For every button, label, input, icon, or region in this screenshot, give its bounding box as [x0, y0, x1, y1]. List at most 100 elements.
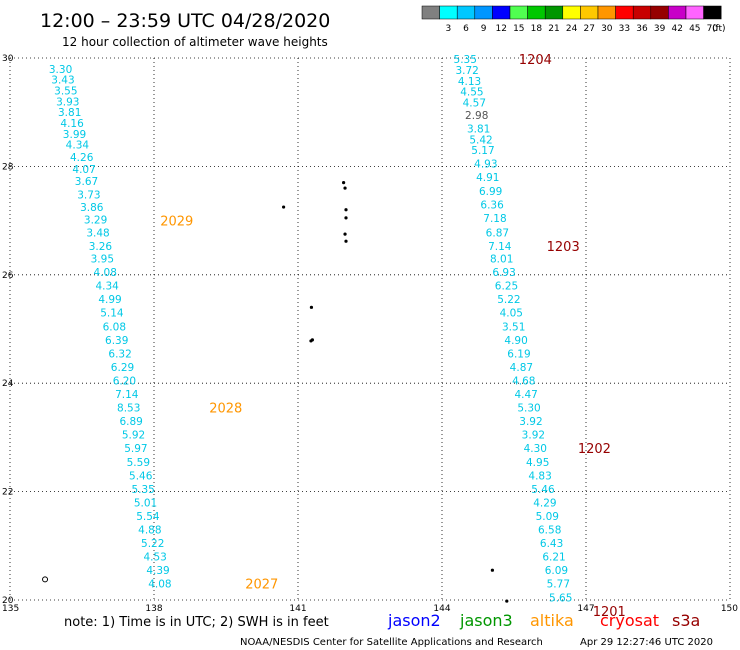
wave-height-value: 5.30	[517, 403, 540, 415]
pass-time-label: 2027	[245, 578, 278, 593]
pass-time-label: 1201	[593, 605, 626, 620]
wave-height-value: 4.34	[66, 140, 90, 152]
wave-height-value: 4.87	[510, 362, 533, 374]
wave-height-value: 7.14	[488, 241, 512, 253]
wave-height-value: 5.97	[124, 443, 147, 455]
wave-height-value: 4.93	[474, 159, 497, 171]
footer-note: note: 1) Time is in UTC; 2) SWH is in fe…	[64, 615, 329, 630]
wave-height-value: 3.95	[91, 254, 114, 266]
wave-height-value: 4.47	[514, 389, 537, 401]
wave-height-value: 4.99	[98, 294, 121, 306]
wave-height-value: 4.07	[72, 164, 95, 176]
wave-height-value: 4.30	[524, 443, 547, 455]
wave-height-value: 5.42	[469, 134, 492, 146]
x-tick-labels: 135 138 141 144 147 150	[2, 604, 738, 614]
wave-height-value: 5.09	[536, 511, 559, 523]
wave-height-value: 3.51	[502, 321, 525, 333]
legend-swatch	[668, 5, 687, 20]
wave-height-value: 5.35	[131, 484, 154, 496]
land-dot	[344, 208, 348, 212]
x-tick-label: 147	[577, 604, 594, 614]
wave-height-values: 3.303.433.553.933.814.163.994.344.264.07…	[49, 54, 573, 604]
wave-height-value: 3.92	[522, 430, 545, 442]
legend-swatch	[562, 5, 581, 20]
wave-height-value: 4.83	[528, 470, 551, 482]
wave-height-value: 3.48	[86, 228, 109, 240]
wave-height-value: 5.54	[136, 511, 160, 523]
legend-label: 70	[707, 24, 719, 34]
chart-subtitle: 12 hour collection of altimeter wave hei…	[62, 35, 328, 49]
legend-label: 39	[654, 24, 666, 34]
legend-swatch	[703, 5, 722, 20]
wave-height-value: 8.01	[490, 254, 513, 266]
wave-height-value: 6.08	[103, 321, 126, 333]
chart-title: 12:00 – 23:59 UTC 04/28/2020	[40, 10, 330, 32]
y-tick-label: 22	[2, 488, 13, 498]
legend-swatch	[439, 5, 458, 20]
wave-height-value: 3.29	[84, 215, 107, 227]
wave-height-value: 4.29	[533, 497, 556, 509]
wave-height-value: 6.09	[545, 565, 568, 577]
grid-lines	[9, 57, 731, 601]
mission-jason2: jason2	[387, 611, 441, 630]
wave-height-value: 6.36	[480, 199, 504, 211]
legend-swatch	[615, 5, 634, 20]
legend-unit: (ft)	[712, 24, 726, 34]
wave-height-value: 6.19	[507, 348, 530, 360]
mission-s3a: s3a	[672, 611, 700, 630]
wave-height-value: 5.46	[531, 484, 555, 496]
pass-time-label: 1202	[578, 442, 611, 457]
wave-height-value: 6.87	[486, 228, 509, 240]
legend-label: 36	[636, 24, 648, 34]
legend-swatch	[685, 5, 704, 20]
wave-height-value: 4.90	[504, 335, 527, 347]
legend-swatch	[650, 5, 669, 20]
legend-swatch	[544, 5, 564, 20]
legend-label: 12	[495, 24, 506, 34]
wave-height-value: 5.46	[129, 470, 153, 482]
y-tick-labels: 20 22 24 26 28 30	[2, 54, 14, 606]
wave-height-value: 3.26	[89, 241, 113, 253]
legend-label: 45	[689, 24, 700, 34]
wave-height-value: 4.55	[460, 87, 483, 99]
wave-height-value: 5.22	[497, 294, 520, 306]
wave-height-value: 6.29	[111, 362, 134, 374]
legend-swatch	[474, 5, 493, 20]
wave-height-value: 4.57	[463, 97, 486, 109]
land-dot	[309, 305, 314, 309]
wave-height-value: 5.77	[547, 579, 570, 591]
wave-height-value: 5.22	[141, 538, 164, 550]
legend-swatch	[509, 5, 528, 20]
land-dot	[342, 181, 346, 185]
land-dot	[505, 599, 509, 603]
wave-height-value: 4.34	[95, 281, 119, 293]
wave-height-value: 4.08	[94, 267, 117, 279]
wave-height-value: 3.43	[51, 75, 74, 87]
wave-height-value: 3.55	[54, 86, 77, 98]
wave-height-value: 4.16	[60, 118, 84, 130]
wave-height-value: 6.21	[542, 552, 565, 564]
legend-label: 42	[671, 24, 682, 34]
x-tick-label: 144	[433, 604, 450, 614]
land-circle	[42, 576, 49, 583]
wave-height-value: 5.92	[122, 430, 145, 442]
footer-credit: NOAA/NESDIS Center for Satellite Applica…	[240, 637, 543, 648]
legend-swatch	[632, 5, 652, 20]
mission-cryosat: cryosat	[600, 611, 659, 630]
wave-height-value: 4.91	[476, 172, 499, 184]
wave-height-value: 6.43	[540, 538, 563, 550]
x-tick-label: 150	[721, 604, 738, 614]
wave-height-value: 5.59	[127, 457, 150, 469]
y-tick-label: 26	[2, 271, 14, 281]
wave-height-value: 4.05	[500, 308, 523, 320]
wave-height-value: 4.95	[526, 457, 549, 469]
legend-label: 18	[531, 24, 543, 34]
legend-label: 21	[548, 24, 559, 34]
land-dot	[309, 339, 313, 343]
legend-label: 24	[566, 24, 578, 34]
wave-height-value: 5.14	[100, 308, 124, 320]
wave-height-value: 3.30	[49, 64, 72, 76]
wave-height-value: 6.58	[538, 525, 561, 537]
